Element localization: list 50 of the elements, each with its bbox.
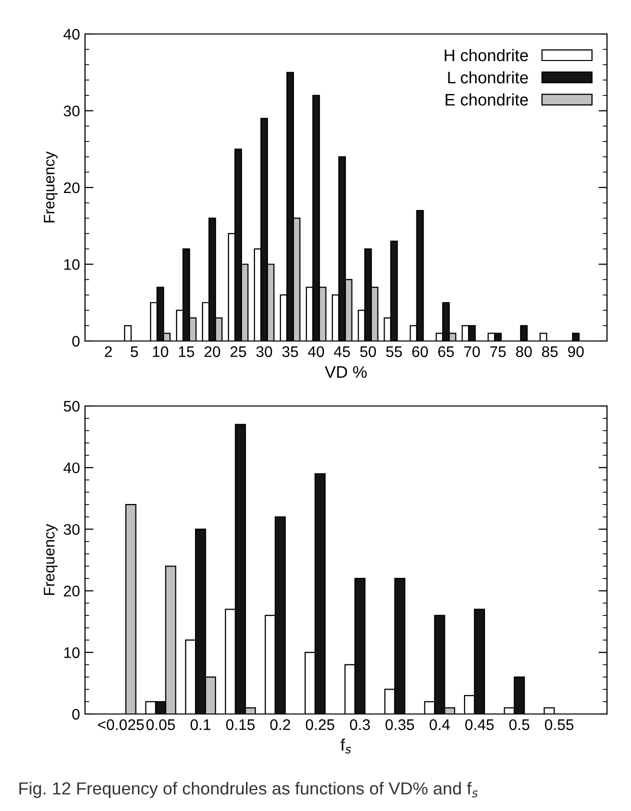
- x-tick-label: 50: [360, 346, 376, 358]
- y-tick-label: 30: [64, 106, 80, 116]
- x-tick-label: 75: [490, 346, 506, 358]
- y-tick-label: 30: [64, 524, 80, 535]
- y-tick-label: 40: [64, 462, 80, 474]
- x-tick-label: 0.15: [226, 719, 255, 730]
- x-tick-label: 55: [386, 346, 402, 358]
- x-tick-label: 0.2: [270, 719, 290, 730]
- x-tick-label: 45: [334, 346, 350, 358]
- x-tick-label: 65: [438, 346, 454, 358]
- x-axis-title: VD %: [324, 366, 367, 378]
- y-tick-label: 10: [64, 259, 80, 270]
- y-axis-title: Frequency: [44, 151, 58, 222]
- x-tick-label: 70: [464, 346, 480, 358]
- y-axis-title: Frequency: [44, 524, 58, 595]
- x-tick-label: 85: [542, 346, 558, 358]
- x-tick-label: 5: [130, 346, 138, 358]
- x-axis-title: f$_{s}$: [340, 738, 351, 754]
- y-tick-label: 0: [72, 708, 80, 720]
- y-tick-label: 20: [64, 182, 80, 194]
- legend-label: H chondrite: [444, 49, 528, 62]
- x-tick-label: 0.1: [190, 719, 210, 730]
- x-tick-label: 30: [256, 346, 272, 358]
- x-tick-label: 35: [282, 346, 298, 358]
- x-tick-label: 0.3: [350, 719, 370, 730]
- x-tick-label: 80: [516, 346, 532, 358]
- x-tick-label: 25: [230, 346, 246, 358]
- x-tick-label: 90: [568, 346, 584, 358]
- legend-label: L chondrite: [448, 71, 528, 84]
- x-tick-label: 20: [204, 346, 220, 358]
- x-tick-label: <0.025: [98, 719, 144, 730]
- x-tick-label: 60: [412, 346, 428, 358]
- x-tick-label: 0.25: [306, 719, 334, 730]
- y-tick-label: 10: [64, 647, 80, 658]
- x-tick-label: 0.45: [465, 719, 494, 730]
- x-tick-label: 0.5: [509, 719, 530, 730]
- y-tick-label: 40: [64, 28, 80, 40]
- x-tick-label: 10: [152, 346, 168, 358]
- caption: Fig. 12 Frequency of chondrules as functions of VD% and f$_{s}$: [19, 782, 478, 798]
- x-tick-label: 0.35: [386, 719, 414, 730]
- x-tick-label: 15: [178, 346, 194, 358]
- y-tick-label: 50: [64, 400, 80, 412]
- legend-label: E chondrite: [446, 93, 528, 106]
- x-tick-label: 0.05: [146, 719, 175, 730]
- x-tick-label: 2: [104, 346, 112, 357]
- x-tick-label: 40: [308, 346, 324, 358]
- y-tick-label: 20: [64, 586, 80, 596]
- x-tick-label: 0.4: [430, 719, 450, 730]
- x-tick-label: 0.55: [544, 719, 574, 730]
- y-tick-label: 0: [72, 336, 80, 347]
